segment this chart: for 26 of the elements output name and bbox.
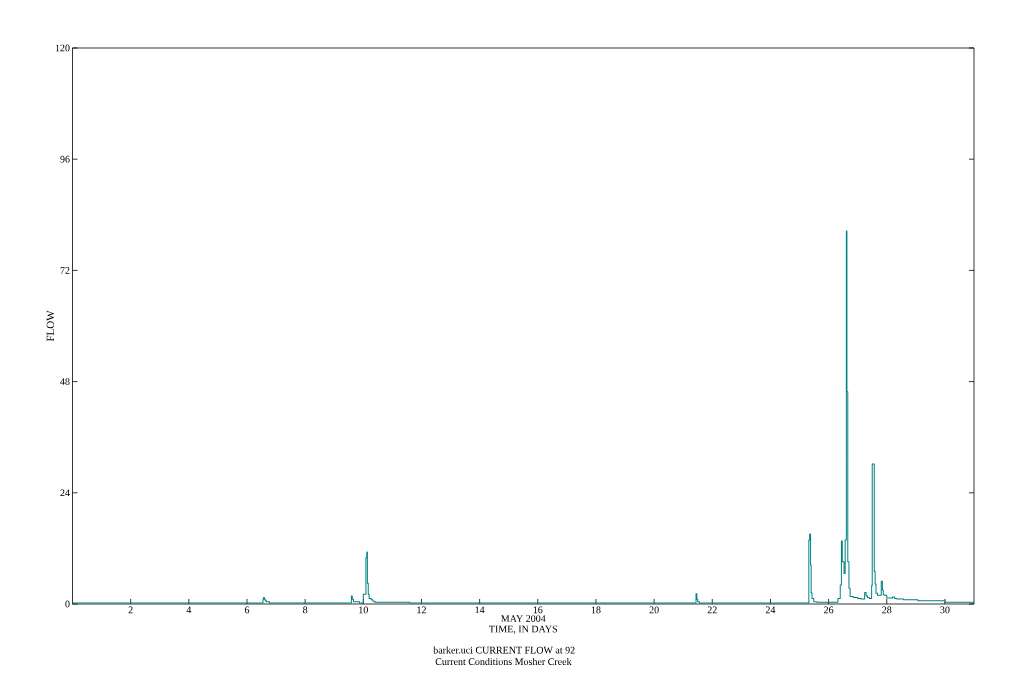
x-tick-label: 8: [303, 606, 308, 614]
y-tick-label: 72: [60, 267, 70, 274]
x-tick-label: 24: [765, 606, 776, 614]
y-tick-label: 96: [60, 155, 70, 163]
x-tick-label: 16: [533, 606, 543, 614]
text: Current Conditions Mosher Creek: [435, 657, 572, 665]
x-tick-label: 20: [649, 606, 659, 614]
y-tick-label: 48: [60, 378, 70, 385]
x-tick-label: 26: [824, 606, 834, 614]
x-tick-label: 2: [128, 606, 133, 614]
x-tick-label: 18: [591, 606, 601, 614]
x-tick-label: 4: [186, 606, 192, 614]
x-tick-label: 10: [359, 606, 368, 614]
x-axis-title: TIME, IN DAYS: [489, 625, 558, 634]
text: MAY 2004: [501, 615, 546, 622]
y-tick-label: 0: [65, 600, 70, 608]
x-tick-label: 30: [940, 606, 950, 614]
x-tick-label: 12: [417, 606, 426, 614]
x-tick-label: 22: [707, 606, 717, 614]
text: barker.uci CURRENT FLOW at 92: [433, 646, 575, 654]
x-tick-label: 28: [882, 606, 892, 614]
y-tick-label: 24: [60, 489, 70, 497]
y-tick-label: 120: [55, 44, 70, 52]
x-tick-label: 6: [244, 606, 250, 614]
x-tick-label: 14: [475, 606, 485, 614]
y-axis-title: FLOW: [46, 310, 55, 342]
